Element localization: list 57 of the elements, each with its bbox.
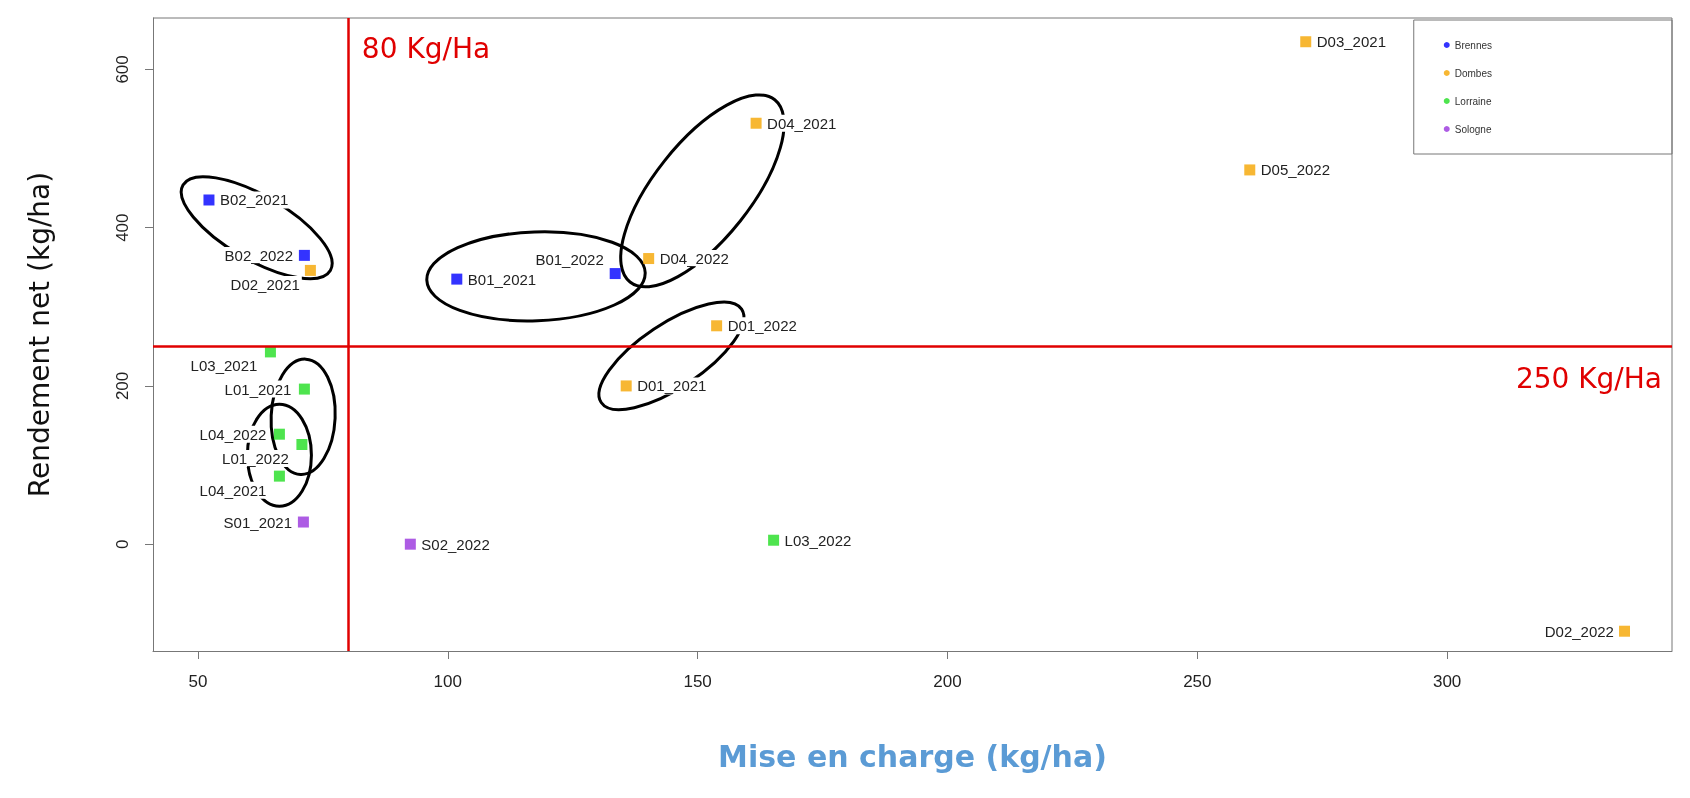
legend-label: Dombes (1454, 67, 1492, 79)
annotation: L01_2021 (224, 380, 292, 398)
y-tick-label: 600 (113, 55, 132, 84)
point (711, 320, 723, 332)
annotation: D02_2022 (1544, 622, 1614, 640)
x-tick-label: 200 (933, 672, 962, 691)
x-tick-label: 50 (188, 672, 208, 691)
legend-label: Brennes (1454, 39, 1492, 51)
annotation: S02_2022 (421, 535, 490, 553)
annotation: L03_2022 (784, 531, 852, 549)
annotation: B02_2022 (224, 246, 294, 264)
point (304, 264, 316, 276)
point (298, 383, 310, 395)
legend-label: Sologne (1454, 123, 1492, 135)
annotation: D02_2021 (230, 275, 300, 293)
annotation: S01_2021 (223, 513, 293, 531)
ref-line-label: 250 Kg/Ha (1515, 361, 1662, 395)
annotation: D01_2022 (727, 317, 797, 335)
point (620, 380, 632, 392)
point (1244, 164, 1256, 176)
annotation: L04_2022 (199, 425, 267, 443)
point (298, 249, 310, 261)
point (404, 538, 416, 550)
annotation: D04_2022 (659, 250, 729, 268)
point (1300, 36, 1312, 48)
annotation: L04_2021 (199, 481, 267, 499)
point (203, 194, 215, 206)
point (1619, 625, 1631, 637)
annotation: B02_2021 (219, 191, 289, 209)
annotation: L03_2021 (190, 357, 258, 375)
annotation: D04_2021 (767, 114, 837, 132)
y-tick-label: 200 (113, 371, 132, 401)
y-axis-title: Rendement net (kg/ha) (22, 171, 56, 498)
x-tick-label: 300 (1432, 672, 1462, 691)
x-tick-label: 150 (683, 672, 712, 691)
point (643, 253, 655, 265)
point (273, 470, 285, 482)
point (451, 273, 463, 285)
annotation: D03_2021 (1316, 33, 1386, 51)
point (273, 428, 285, 440)
point (297, 516, 309, 528)
x-axis-title: Mise en charge (kg/ha) (718, 738, 1107, 774)
point (750, 117, 762, 129)
x-tick-label: 250 (1183, 672, 1212, 691)
annotation: L01_2022 (222, 449, 289, 467)
legend-label: Lorraine (1454, 95, 1492, 107)
point (768, 534, 780, 546)
annotation: B01_2022 (535, 251, 604, 269)
x-tick-label: 100 (433, 672, 462, 691)
ref-line-label: 80 Kg/Ha (361, 31, 491, 65)
y-tick-label: 0 (113, 539, 132, 549)
point (609, 268, 621, 280)
annotation: D01_2021 (637, 377, 707, 395)
y-tick-label: 400 (113, 213, 132, 242)
annotation: D05_2022 (1260, 161, 1331, 179)
point (296, 438, 308, 450)
annotation: B01_2021 (467, 270, 537, 288)
